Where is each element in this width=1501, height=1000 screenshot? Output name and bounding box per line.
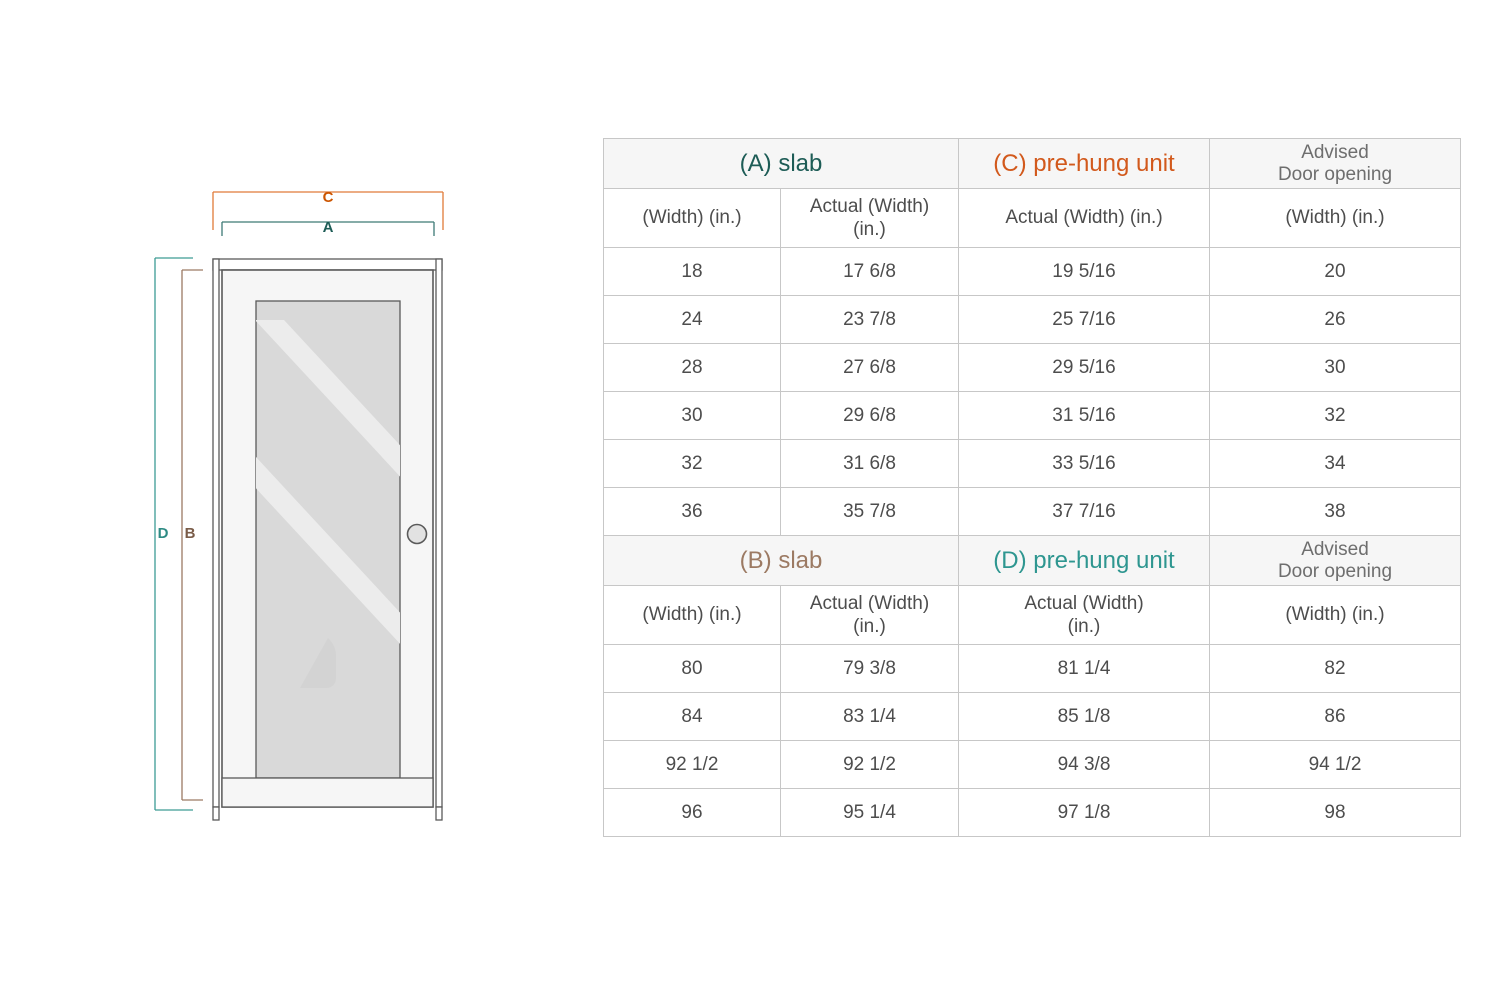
svg-text:D: D [158,525,169,542]
svg-text:B: B [185,525,196,542]
svg-text:C: C [323,189,334,206]
svg-text:A: A [323,219,334,236]
